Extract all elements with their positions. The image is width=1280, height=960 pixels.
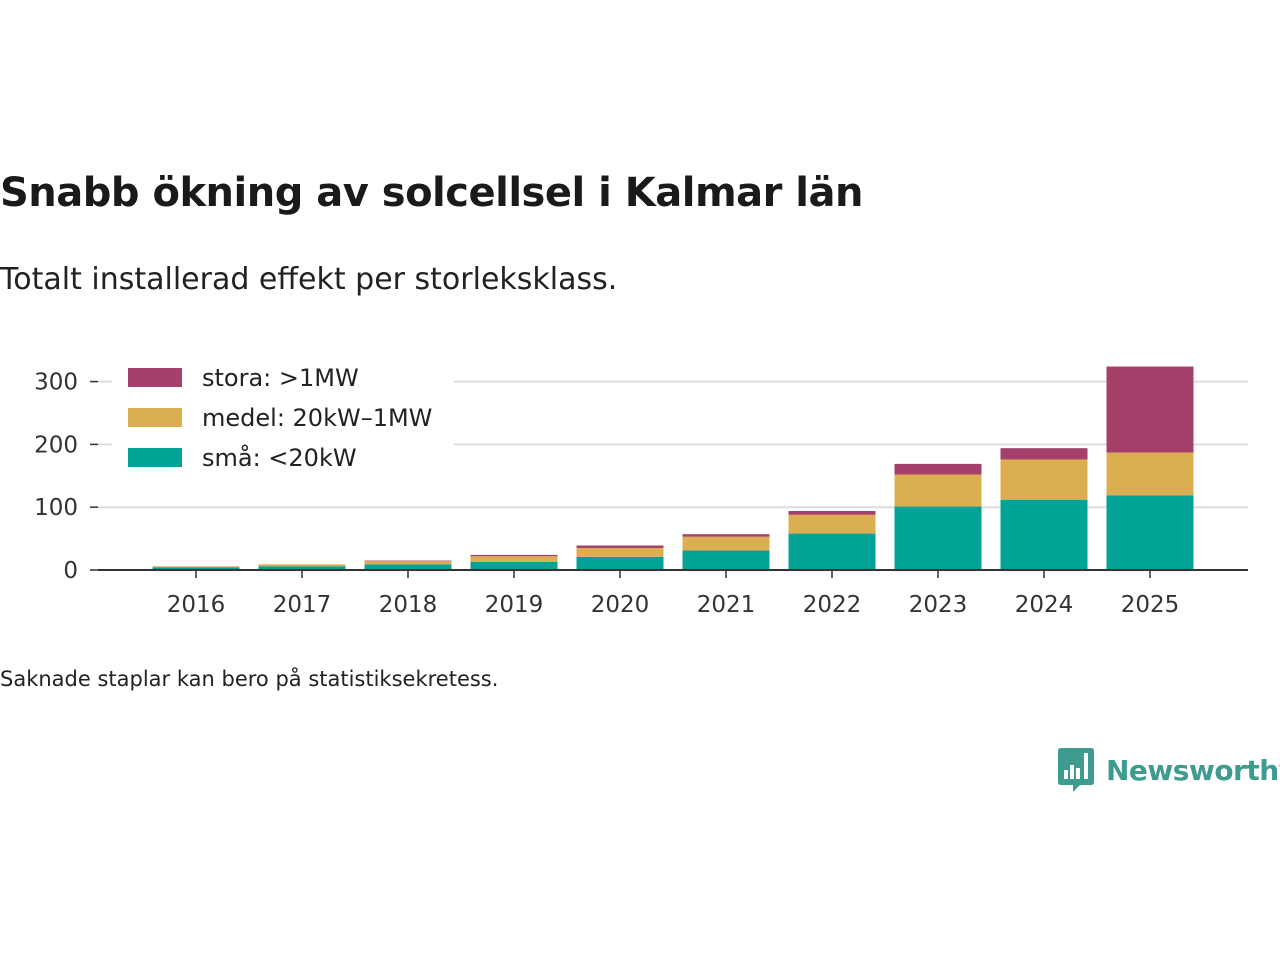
bar-2018-series-2 xyxy=(364,560,452,562)
footnote: Saknade staplar kan bero på statistiksek… xyxy=(0,667,499,691)
bar-2016-series-0 xyxy=(152,567,240,570)
bar-2024-series-2 xyxy=(1000,448,1088,460)
y-tick-label-300: 300 xyxy=(34,370,78,396)
x-tick-label-2018: 2018 xyxy=(379,592,438,618)
legend-swatch-1 xyxy=(128,408,182,427)
chart-title: Snabb ökning av solcellsel i Kalmar län xyxy=(0,170,863,216)
stacked-bar-chart: 0 100 200 300 2016 2017 2018 2019 2020 2021 2022 20… xyxy=(34,358,1248,618)
bar-2018-series-1 xyxy=(364,561,452,565)
bar-2022-series-1 xyxy=(788,514,876,534)
bar-2021-series-2 xyxy=(682,534,770,537)
bar-chart-speech-bubble-icon xyxy=(1058,748,1094,792)
brand-name: Newsworthy xyxy=(1106,753,1280,787)
bar-2025-series-0 xyxy=(1106,495,1194,570)
x-tick-label-2023: 2023 xyxy=(909,592,968,618)
bar-2025-series-1 xyxy=(1106,452,1194,496)
x-tick-label-2017: 2017 xyxy=(273,592,332,618)
y-tick-label-200: 200 xyxy=(34,432,78,458)
bar-2023-series-1 xyxy=(894,474,982,507)
legend-label-2: små: <20kW xyxy=(202,443,357,472)
axes: 0 100 200 300 2016 2017 2018 2019 2020 2021 2022 20… xyxy=(34,370,1248,618)
bar-2024-series-1 xyxy=(1000,459,1088,500)
x-tick-label-2016: 2016 xyxy=(167,592,226,618)
bar-2023-series-0 xyxy=(894,506,982,570)
chart-subtitle: Totalt installerad effekt per storlekskl… xyxy=(0,262,618,297)
bar-2021-series-1 xyxy=(682,536,770,551)
bar-2023-series-2 xyxy=(894,463,982,475)
legend-label-0: stora: >1MW xyxy=(202,364,359,392)
bar-2016-series-1 xyxy=(152,566,240,568)
x-tick-label-2019: 2019 xyxy=(485,592,544,618)
bar-2020-series-1 xyxy=(576,548,664,557)
y-tick-label-0: 0 xyxy=(63,558,78,584)
bar-2022-series-0 xyxy=(788,533,876,570)
bar-2017-series-0 xyxy=(258,566,346,570)
x-tick-label-2024: 2024 xyxy=(1015,592,1074,618)
bar-2018-series-0 xyxy=(364,564,452,570)
bar-2022-series-2 xyxy=(788,510,876,515)
bar-2020-series-0 xyxy=(576,556,664,570)
legend-label-1: medel: 20kW–1MW xyxy=(202,404,432,432)
bar-2019-series-2 xyxy=(470,554,558,557)
bar-2019-series-0 xyxy=(470,561,558,570)
x-tick-label-2022: 2022 xyxy=(803,592,862,618)
legend: stora: >1MW medel: 20kW–1MW små: <20kW xyxy=(112,358,454,482)
x-tick-label-2020: 2020 xyxy=(591,592,650,618)
bar-2025-series-2 xyxy=(1106,366,1194,453)
brand-logo: Newsworthy xyxy=(1058,748,1280,792)
bar-2019-series-1 xyxy=(470,556,558,562)
legend-swatch-0 xyxy=(128,368,182,387)
bar-2024-series-0 xyxy=(1000,499,1088,570)
y-tick-label-100: 100 xyxy=(34,495,78,521)
bar-2017-series-1 xyxy=(258,564,346,567)
bars xyxy=(152,366,1194,570)
x-tick-label-2025: 2025 xyxy=(1121,592,1180,618)
x-tick-label-2021: 2021 xyxy=(697,592,756,618)
bar-2020-series-2 xyxy=(576,545,664,549)
legend-swatch-2 xyxy=(128,448,182,467)
bar-2021-series-0 xyxy=(682,550,770,570)
